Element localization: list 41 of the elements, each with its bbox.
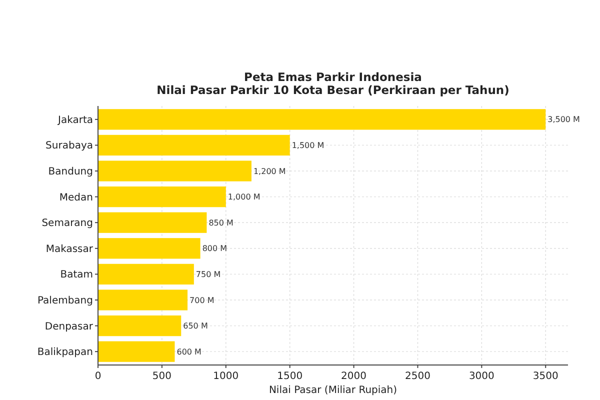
- chart-subtitle: Nilai Pasar Parkir 10 Kota Besar (Perkiraan per Tahun): [156, 83, 510, 97]
- x-tick-label: 1500: [277, 371, 303, 382]
- data-label: 750 M: [196, 270, 221, 279]
- y-tick-label: Semarang: [42, 218, 93, 230]
- y-tick-label: Medan: [59, 192, 93, 204]
- x-tick-label: 3000: [468, 371, 494, 382]
- data-label: 3,500 M: [548, 115, 580, 124]
- x-tick-label: 0: [94, 371, 102, 382]
- y-tick-label: Denpasar: [44, 321, 94, 332]
- bar: [98, 186, 226, 208]
- x-axis-title: Nilai Pasar (Miliar Rupiah): [268, 385, 398, 396]
- x-tick-label: 500: [152, 371, 172, 382]
- bar: [98, 134, 290, 156]
- y-tick-label: Batam: [60, 270, 93, 281]
- data-label: 600 M: [176, 347, 202, 356]
- x-tick-label: 2000: [341, 371, 367, 382]
- y-tick-label: Jakarta: [57, 114, 93, 126]
- bar: [98, 212, 207, 233]
- data-label: 850 M: [208, 218, 234, 228]
- x-tick-label: 2500: [405, 371, 430, 382]
- bar: [98, 238, 200, 259]
- bar: [98, 160, 252, 182]
- bar: [98, 315, 182, 336]
- data-label: 1,500 M: [292, 141, 324, 150]
- data-label: 650 M: [183, 322, 208, 331]
- chart-title: Peta Emas Parkir Indonesia: [244, 70, 422, 84]
- bar: [98, 109, 546, 130]
- y-tick-label: Palembang: [37, 295, 93, 306]
- y-tick-label: Balikpapan: [37, 347, 93, 358]
- data-label: 700 M: [190, 296, 214, 305]
- y-tick-label: Surabaya: [46, 140, 93, 152]
- data-label: 1,000 M: [228, 192, 260, 202]
- bar: [98, 290, 188, 310]
- x-tick-label: 3500: [532, 371, 558, 382]
- bar: [98, 341, 175, 362]
- data-label: 800 M: [202, 244, 228, 254]
- y-tick-label: Makassar: [46, 244, 94, 255]
- y-tick-label: Bandung: [48, 166, 93, 178]
- bar: [98, 264, 194, 285]
- x-tick-label: 1000: [213, 371, 239, 382]
- data-label: 1,200 M: [253, 166, 286, 176]
